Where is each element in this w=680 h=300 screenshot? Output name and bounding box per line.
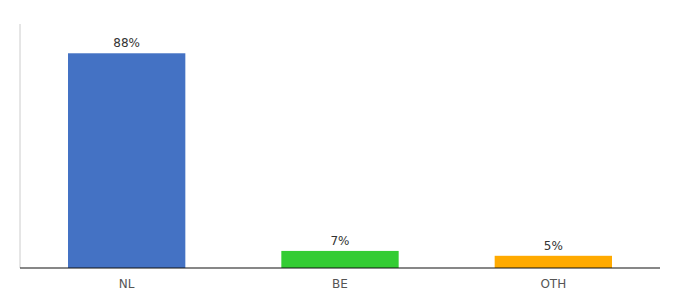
x-tick-label: OTH	[540, 277, 566, 291]
bar	[281, 251, 398, 268]
x-tick-label: BE	[332, 277, 348, 291]
x-axis-line	[20, 267, 660, 268]
x-tick-label: NL	[119, 277, 135, 291]
labels: 88% 7% 5%	[113, 36, 563, 253]
chart-svg: 88% 7% 5% NL BE OTH	[0, 0, 680, 300]
chart-container: 88% 7% 5% NL BE OTH	[0, 0, 680, 300]
y-axis-line	[20, 24, 21, 268]
bars	[68, 53, 612, 268]
data-label: 5%	[544, 239, 563, 253]
data-label: 88%	[113, 36, 140, 50]
bar	[68, 53, 185, 268]
bar	[495, 256, 612, 268]
data-label: 7%	[330, 234, 349, 248]
